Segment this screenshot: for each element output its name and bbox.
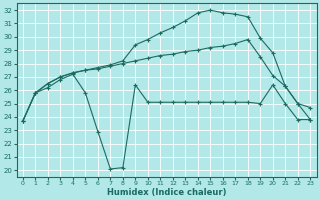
X-axis label: Humidex (Indice chaleur): Humidex (Indice chaleur) (107, 188, 226, 197)
